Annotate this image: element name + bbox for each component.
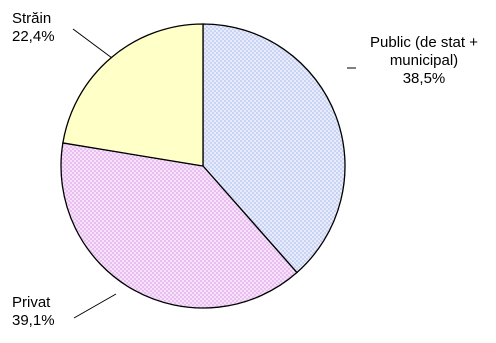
slice-value-text: 39,1%	[12, 312, 55, 329]
leader-lines	[72, 28, 356, 319]
pie-slice-strain	[62, 23, 204, 167]
slice-label-public-de-stat-municipal: Public (de stat +municipal)38,5%	[370, 34, 478, 87]
slice-value-text: 22,4%	[12, 28, 55, 45]
slice-labels: Public (de stat +municipal)38,5% Privat39…	[12, 10, 478, 329]
slice-category-text: Public (de stat +	[370, 34, 478, 51]
slice-category-text: Privat	[12, 294, 51, 311]
pie-slice-public-de-stat-municipal	[202, 23, 346, 274]
pie-slice-privat	[60, 142, 298, 309]
pie-slices	[60, 23, 346, 309]
leader-line-privat	[73, 293, 117, 319]
slice-category-text: Străin	[12, 10, 51, 27]
slice-value-text: 38,5%	[403, 70, 446, 87]
slice-category-text: municipal)	[390, 52, 458, 69]
leader-line-strain	[72, 28, 113, 59]
